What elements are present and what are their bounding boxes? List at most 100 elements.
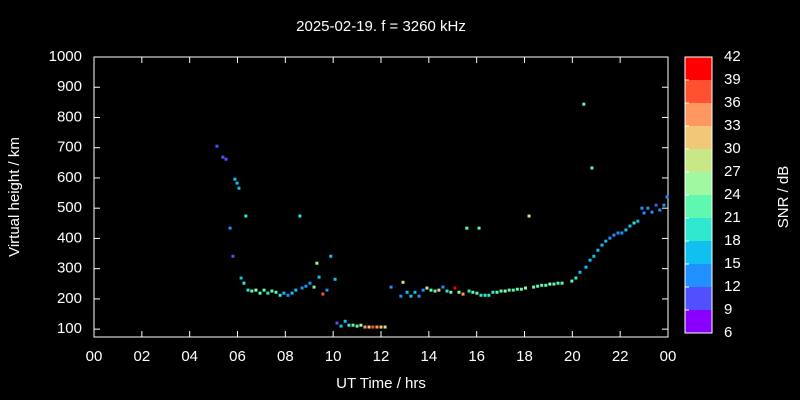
point [437, 288, 441, 292]
colorbar-segment [685, 241, 712, 264]
point [339, 324, 343, 328]
point [375, 325, 379, 329]
point [325, 288, 329, 292]
colorbar-tick-label: 6 [724, 324, 732, 341]
colorbar-segment [685, 195, 712, 218]
point [355, 324, 359, 328]
colorbar-segment [685, 287, 712, 310]
point [266, 291, 270, 295]
point [449, 290, 453, 294]
point [582, 102, 586, 106]
point [383, 325, 387, 329]
point [588, 258, 592, 262]
point [246, 288, 250, 292]
point [628, 224, 632, 228]
point [290, 291, 294, 295]
x-tick-label: 20 [564, 348, 581, 365]
point [371, 325, 375, 329]
point [636, 219, 640, 223]
point [308, 281, 312, 285]
point [421, 288, 425, 292]
colorbar-tick-label: 30 [724, 140, 741, 157]
chart-title: 2025-02-19. f = 3260 kHz [296, 18, 466, 35]
y-tick-label: 1000 [49, 48, 82, 65]
point [523, 286, 527, 290]
point [399, 294, 403, 298]
point [560, 281, 564, 285]
x-tick-label: 10 [325, 348, 342, 365]
x-tick-label: 18 [516, 348, 533, 365]
point [507, 288, 511, 292]
point [363, 325, 367, 329]
point [433, 289, 437, 293]
colorbar-tick-label: 15 [724, 255, 741, 272]
point [262, 288, 266, 292]
y-tick-label: 400 [57, 229, 82, 246]
point [317, 275, 321, 279]
point [487, 293, 491, 297]
point [608, 236, 612, 240]
colorbar-tick-label: 12 [724, 278, 741, 295]
x-tick-label: 00 [86, 348, 103, 365]
point [304, 284, 308, 288]
point [351, 323, 355, 327]
point [536, 284, 540, 288]
point [282, 291, 286, 295]
point [475, 291, 479, 295]
point [556, 281, 560, 285]
colorbar-label: SNR / dB [775, 166, 792, 229]
x-tick-label: 08 [277, 348, 294, 365]
colorbar-segment [685, 80, 712, 103]
colorbar-tick-label: 27 [724, 163, 741, 180]
point [544, 283, 548, 287]
y-tick-label: 200 [57, 290, 82, 307]
point [286, 293, 290, 297]
point [429, 288, 433, 292]
point [379, 325, 383, 329]
colorbar-tick-label: 24 [724, 186, 741, 203]
point [596, 248, 600, 252]
point [540, 283, 544, 287]
colorbar-tick-label: 21 [724, 209, 741, 226]
point [461, 292, 465, 296]
x-tick-label: 02 [133, 348, 150, 365]
point [612, 233, 616, 237]
x-tick-label: 12 [373, 348, 390, 365]
colorbar-tick-label: 33 [724, 117, 741, 134]
point [237, 186, 241, 190]
colorbar-segment [685, 310, 712, 333]
point [231, 254, 235, 258]
point [270, 289, 274, 293]
x-tick-label: 16 [468, 348, 485, 365]
x-tick-label: 04 [181, 348, 198, 365]
point [329, 254, 333, 258]
point [616, 231, 620, 235]
point [343, 319, 347, 323]
colorbar-tick-label: 9 [724, 301, 732, 318]
y-tick-label: 100 [57, 320, 82, 337]
point [453, 286, 457, 290]
point [221, 155, 225, 159]
point [532, 285, 536, 289]
point [405, 290, 409, 294]
y-axis-label: Virtual height / km [6, 137, 23, 257]
colorbar-segment [685, 103, 712, 126]
point [495, 290, 499, 294]
point [298, 214, 302, 218]
point [471, 290, 475, 294]
point [548, 282, 552, 286]
colorbar-tick-label: 18 [724, 232, 741, 249]
point [604, 239, 608, 243]
point [445, 289, 449, 293]
point [491, 290, 495, 294]
point [401, 280, 405, 284]
point [315, 261, 319, 265]
point [441, 285, 445, 289]
point [359, 323, 363, 327]
point [258, 291, 262, 295]
point [389, 285, 393, 289]
colorbar-tick-label: 39 [724, 71, 741, 88]
point [367, 325, 371, 329]
point [578, 270, 582, 274]
point [570, 279, 574, 283]
